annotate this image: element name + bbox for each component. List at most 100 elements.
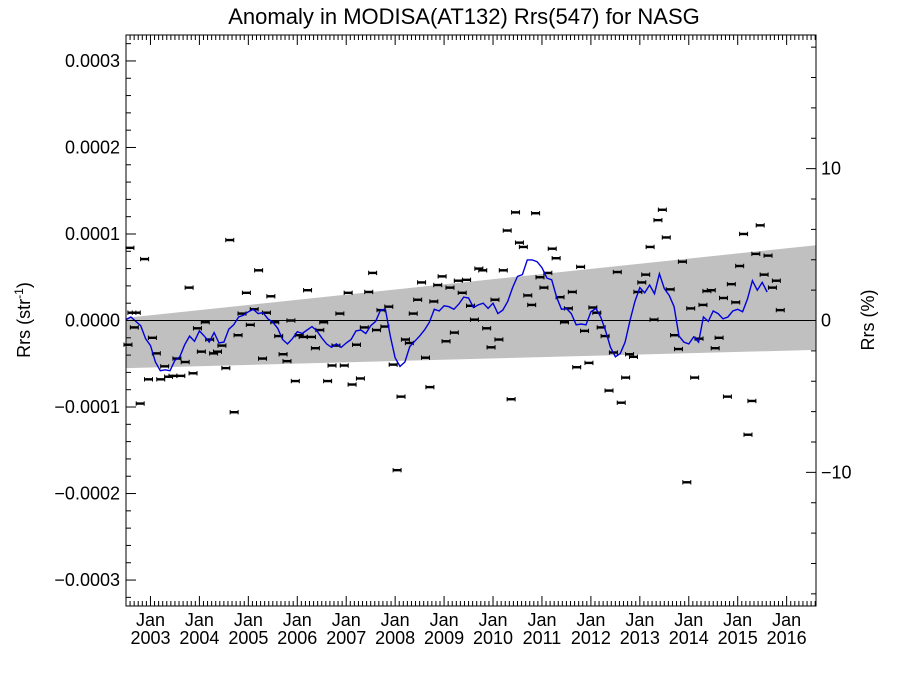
- right-tick-label: −10: [821, 462, 852, 482]
- data-point: [775, 307, 785, 313]
- data-point: [661, 235, 671, 240]
- data-point: [278, 352, 288, 357]
- data-point: [518, 244, 528, 250]
- data-point: [514, 240, 524, 245]
- data-point: [739, 231, 749, 237]
- data-point: [303, 288, 313, 293]
- x-tick-label-year: 2010: [473, 628, 513, 648]
- data-point: [494, 337, 504, 342]
- left-tick-label: −0.0001: [54, 397, 120, 417]
- x-tick-label-month: Jan: [185, 610, 214, 630]
- data-point: [241, 290, 251, 296]
- data-point: [144, 377, 154, 382]
- data-point: [616, 400, 626, 405]
- data-point: [429, 299, 439, 304]
- x-tick-label-month: Jan: [576, 610, 605, 630]
- data-point: [539, 285, 549, 290]
- data-point: [245, 322, 255, 328]
- y-axis-label-right: Rrs (%): [858, 290, 878, 351]
- data-point: [420, 355, 430, 360]
- x-tick-label-year: 2003: [130, 628, 170, 648]
- data-point: [731, 300, 741, 305]
- x-tick-label-month: Jan: [479, 610, 508, 630]
- data-point: [506, 397, 516, 402]
- data-point: [628, 354, 638, 360]
- data-point: [364, 289, 374, 295]
- data-point: [368, 270, 378, 276]
- chart-title: Anomaly in MODISA(AT132) Rrs(547) for NA…: [228, 4, 700, 29]
- x-tick-label-year: 2013: [620, 628, 660, 648]
- data-point: [482, 326, 492, 331]
- data-point: [160, 364, 170, 369]
- data-point: [225, 237, 235, 243]
- data-point: [184, 285, 194, 290]
- data-point: [523, 293, 533, 298]
- data-point: [319, 320, 329, 325]
- data-point: [653, 217, 663, 223]
- data-point: [478, 268, 488, 273]
- data-point: [604, 388, 614, 393]
- x-tick-label-year: 2011: [523, 628, 562, 648]
- data-point: [131, 310, 141, 315]
- x-tick-label-month: Jan: [332, 610, 361, 630]
- data-point: [425, 384, 435, 390]
- left-tick-label: −0.0002: [54, 484, 120, 504]
- data-point: [502, 228, 512, 233]
- data-point: [735, 263, 745, 269]
- data-point: [266, 294, 276, 299]
- data-point: [176, 373, 186, 379]
- y-axis-label-left: Rrs (str-1): [12, 282, 34, 358]
- x-tick-label-year: 2014: [669, 628, 709, 648]
- data-point: [580, 328, 590, 334]
- left-tick-label: 0.0003: [65, 51, 120, 71]
- data-point: [449, 330, 459, 335]
- data-point: [649, 317, 659, 322]
- data-point: [535, 275, 545, 280]
- data-point: [351, 342, 361, 347]
- data-point: [657, 207, 667, 212]
- x-tick-label-year: 2007: [326, 628, 366, 648]
- data-point: [213, 349, 223, 354]
- data-point: [323, 378, 333, 384]
- left-tick-label: 0.0002: [65, 137, 120, 157]
- data-point: [686, 306, 696, 311]
- data-point: [637, 280, 647, 285]
- smoothed-line: [125, 259, 768, 372]
- data-point: [123, 342, 133, 347]
- data-point: [584, 360, 594, 366]
- data-point: [572, 365, 582, 370]
- data-point: [339, 363, 349, 368]
- data-point: [673, 346, 683, 352]
- x-tick-label-year: 2006: [277, 628, 317, 648]
- data-point: [140, 256, 150, 262]
- data-point: [645, 244, 655, 250]
- x-tick-label-year: 2005: [228, 628, 268, 648]
- left-tick-label: 0.0000: [65, 311, 120, 331]
- data-point: [417, 280, 427, 285]
- data-point: [759, 272, 769, 277]
- x-tick-label-month: Jan: [625, 610, 654, 630]
- data-point: [147, 335, 157, 341]
- data-point: [437, 274, 447, 279]
- data-point: [343, 290, 353, 296]
- data-point: [567, 289, 577, 295]
- data-point: [755, 223, 765, 228]
- data-point: [722, 394, 732, 399]
- data-point: [310, 345, 320, 351]
- data-point: [677, 259, 687, 264]
- right-tick-label: 10: [821, 159, 841, 179]
- left-tick-label: 0.0001: [65, 224, 120, 244]
- data-point: [551, 256, 561, 261]
- x-tick-label-month: Jan: [772, 610, 801, 630]
- data-point: [511, 210, 521, 215]
- data-point: [531, 211, 541, 216]
- data-point: [441, 339, 451, 344]
- data-point: [698, 302, 708, 308]
- data-point: [217, 343, 227, 348]
- x-tick-label-year: 2016: [767, 628, 807, 648]
- data-point: [413, 297, 423, 302]
- data-point: [233, 333, 243, 338]
- x-tick-label-month: Jan: [381, 610, 410, 630]
- data-point: [527, 302, 537, 308]
